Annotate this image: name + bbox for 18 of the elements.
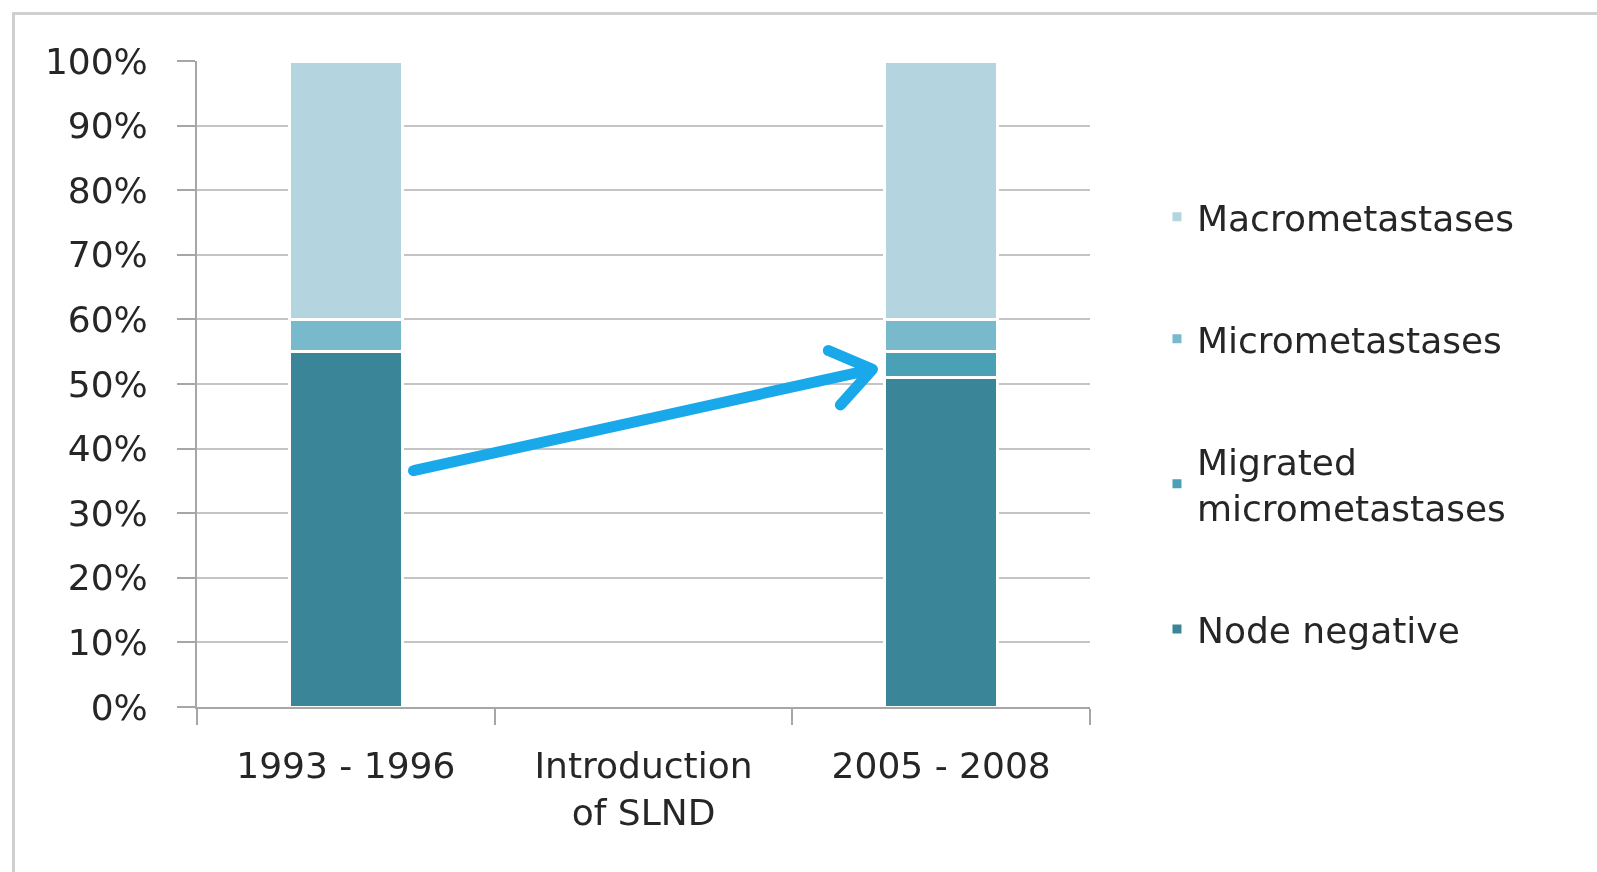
y-tick-label: 70% [67, 234, 148, 276]
y-tick-label: 90% [67, 105, 148, 147]
y-tick-label: 80% [67, 169, 148, 211]
y-tick-label: 40% [67, 428, 148, 470]
x-tick-label: 1993 - 1996 [236, 745, 456, 787]
y-tick-label: 10% [67, 622, 148, 663]
y-tick-label: 60% [67, 299, 148, 340]
x-tick-label: 2005 - 2008 [831, 745, 1051, 787]
y-tick-label: 20% [67, 557, 148, 599]
legend-label: Migrated micrometastases [1196, 441, 1506, 530]
legend-label: Node negative [1196, 610, 1460, 652]
y-tick-label: 100% [44, 40, 148, 82]
legend-label: Micrometastases [1196, 319, 1502, 361]
y-tick-label: 0% [90, 686, 148, 728]
legend-label: Macrometastases [1196, 197, 1514, 239]
y-tick-label: 50% [67, 363, 148, 405]
y-tick-label: 30% [67, 492, 148, 534]
x-tick-label: Introduction of SLND [534, 745, 753, 833]
